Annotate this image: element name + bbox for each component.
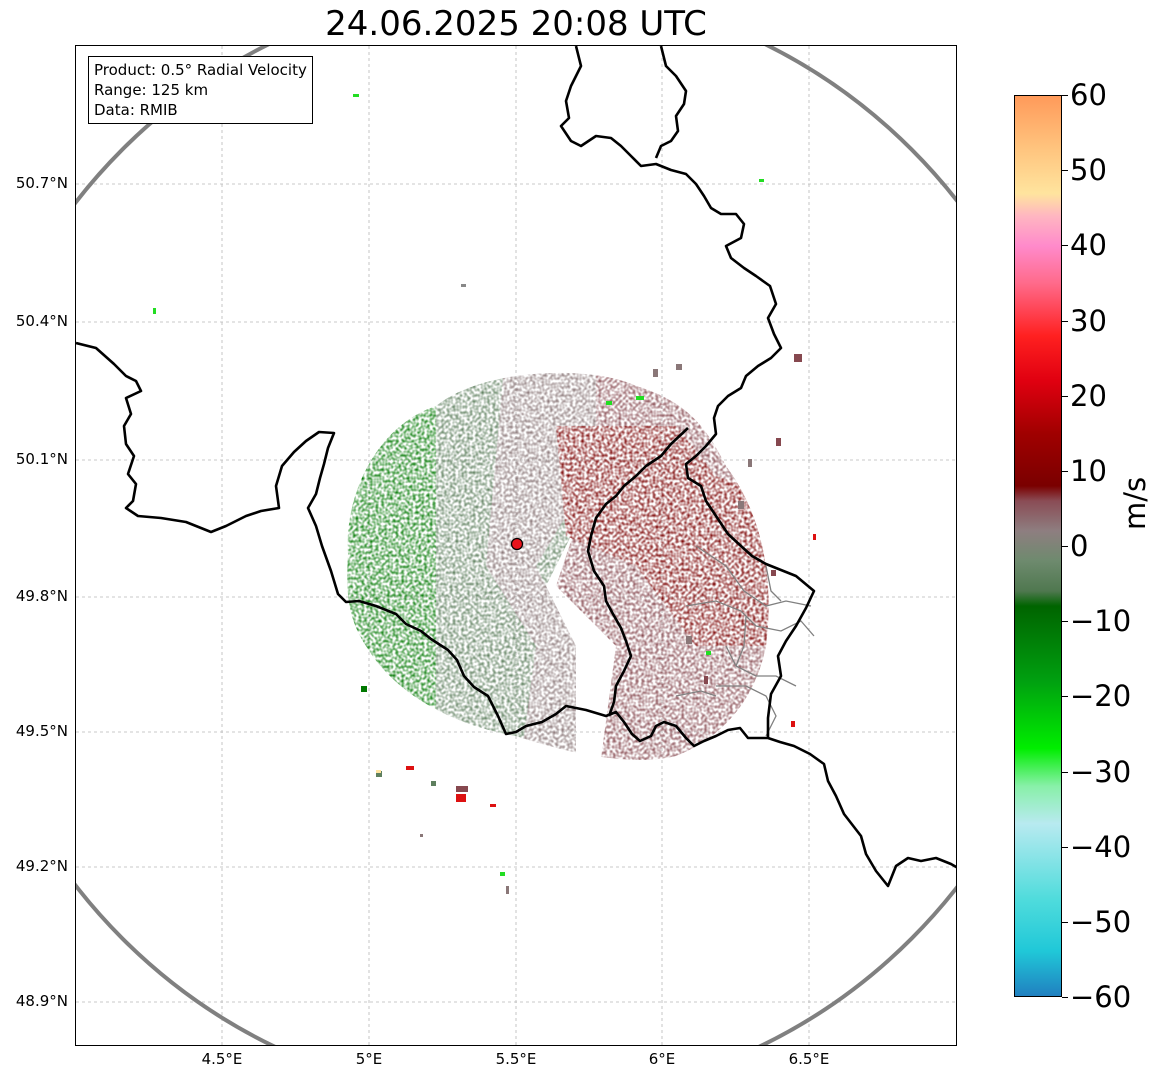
colorbar-tick-mark — [1062, 546, 1068, 547]
colorbar-tick-label: 60 — [1070, 78, 1107, 112]
national-borders — [76, 46, 956, 888]
lon-tick-label: 5°E — [355, 1050, 383, 1068]
colorbar-tick-label: −50 — [1070, 904, 1132, 939]
lat-tick-label: 49.8°N — [15, 587, 68, 605]
colorbar-tick-mark — [1062, 997, 1068, 998]
colorbar-tick-mark — [1062, 170, 1068, 171]
velocity-colorbar — [1014, 95, 1062, 997]
product-info-box: Product: 0.5° Radial Velocity Range: 125… — [88, 56, 313, 124]
product-label: Product: 0.5° Radial Velocity — [94, 61, 307, 79]
colorbar-tick-label: 20 — [1070, 378, 1107, 413]
colorbar-tick-label: −20 — [1070, 679, 1132, 714]
radar-map[interactable] — [76, 46, 957, 1046]
speckle-echoes — [153, 94, 816, 894]
lon-tick-label: 6°E — [648, 1050, 676, 1068]
colorbar-tick-label: −60 — [1070, 980, 1132, 1014]
colorbar-tick-label: 50 — [1070, 153, 1107, 188]
colorbar-tick-label: −10 — [1070, 604, 1132, 639]
colorbar-tick-label: 30 — [1070, 303, 1107, 338]
colorbar-tick-label: 0 — [1070, 529, 1089, 563]
lat-tick-label: 50.4°N — [15, 312, 68, 330]
lon-tick-label: 4.5°E — [201, 1050, 243, 1068]
colorbar-tick-mark — [1062, 696, 1068, 697]
colorbar-tick-mark — [1062, 847, 1068, 848]
colorbar-tick-mark — [1062, 95, 1068, 96]
colorbar-tick-mark — [1062, 245, 1068, 246]
colorbar-tick-mark — [1062, 772, 1068, 773]
lat-tick-label: 48.9°N — [15, 992, 68, 1010]
radar-site-marker[interactable] — [510, 537, 524, 551]
colorbar-tick-mark — [1062, 396, 1068, 397]
radar-echo-field — [347, 372, 769, 760]
lat-tick-label: 50.1°N — [15, 450, 68, 468]
map-panel[interactable] — [75, 45, 957, 1046]
lon-tick-label: 6.5°E — [788, 1050, 830, 1068]
colorbar-tick-label: −30 — [1070, 754, 1132, 789]
lat-tick-label: 49.5°N — [15, 722, 68, 740]
colorbar-tick-label: 10 — [1070, 453, 1107, 488]
colorbar-tick-mark — [1062, 321, 1068, 322]
colorbar-tick-label: 40 — [1070, 228, 1107, 263]
colorbar-unit-label: m/s — [1118, 476, 1152, 530]
internal-boundaries — [675, 545, 815, 737]
colorbar-tick-mark — [1062, 471, 1068, 472]
lon-tick-label: 5.5°E — [495, 1050, 537, 1068]
colorbar-tick-mark — [1062, 922, 1068, 923]
range-label: Range: 125 km — [94, 81, 209, 99]
colorbar-tick-mark — [1062, 621, 1068, 622]
data-source-label: Data: RMIB — [94, 101, 178, 119]
lat-tick-label: 50.7°N — [15, 174, 68, 192]
lat-tick-label: 49.2°N — [15, 857, 68, 875]
chart-title: 24.06.2025 20:08 UTC — [325, 4, 707, 44]
colorbar-tick-label: −40 — [1070, 829, 1132, 864]
